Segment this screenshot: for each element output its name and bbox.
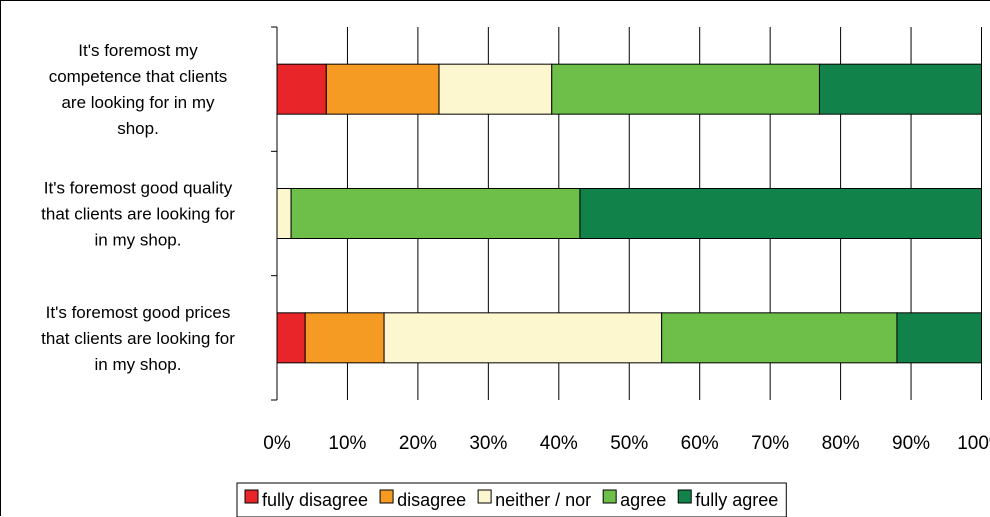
category-label: It's foremost good quality that clients a… [41,179,235,250]
bar-segment [896,312,983,364]
legend-box [236,482,787,517]
bar-segment [818,63,983,115]
legend-label: fully disagree [262,490,368,510]
bar-segment [383,312,663,364]
legend: fully disagree disagree neither / nor agree… [236,482,787,517]
x-tick-label: 100% [957,433,990,454]
category-labels: It's foremost my competence that clients a… [41,41,235,374]
x-tick-label: 20% [399,433,437,454]
x-tick-label: 10% [328,433,366,454]
axes [271,26,278,401]
bar-segment [551,63,820,115]
x-tick-label: 90% [892,433,930,454]
bar-segment [325,63,440,115]
bar-segment [304,312,385,364]
legend-label: agree [620,490,666,510]
x-tick-label: 50% [610,433,648,454]
x-tick-label: 0% [263,433,291,454]
x-tick-label: 40% [540,433,578,454]
bar-segment [276,63,327,115]
bar-segment [661,312,898,364]
x-tick-label: 30% [469,433,507,454]
legend-label: disagree [397,490,466,510]
bar-segment [290,188,581,239]
legend-label: fully agree [695,490,778,510]
bar-segment [579,188,982,239]
bar-segment [438,63,553,115]
x-tick-label: 70% [751,433,789,454]
legend-swatch [602,489,617,504]
legend-label: neither / nor [495,490,591,510]
bar-segment [276,312,306,364]
x-tick-label: 80% [822,433,860,454]
x-tick-label: 60% [681,433,719,454]
legend-swatch [477,489,492,504]
category-label: It's foremost my competence that clients a… [49,41,228,138]
bars [276,63,983,364]
bar-segment [276,188,292,239]
legend-swatch [379,489,394,504]
legend-swatch [677,489,692,504]
x-tick-labels: 0% 10% 20% 30% 40% 50% 60% 70% 80% 90% 100% [263,433,990,454]
category-label: It's foremost good prices that clients ar… [41,303,235,374]
legend-swatch [244,489,259,504]
